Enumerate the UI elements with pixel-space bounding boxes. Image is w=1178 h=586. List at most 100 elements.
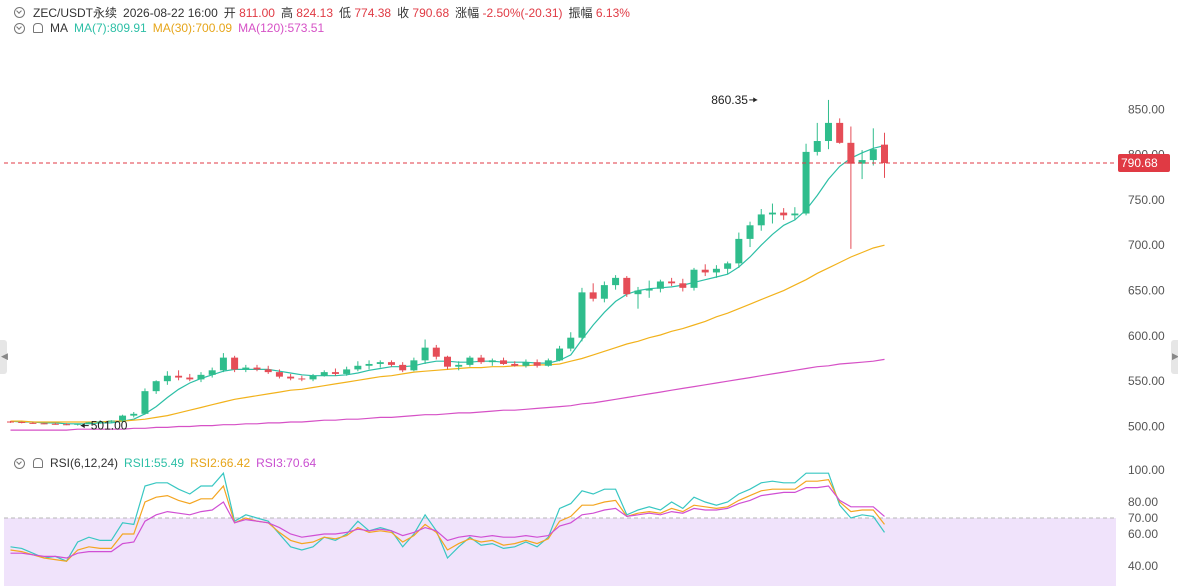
candle-body: [175, 375, 183, 378]
bell-icon[interactable]: [33, 458, 43, 468]
candle-body: [231, 357, 239, 370]
candle: [567, 332, 575, 352]
open-label: 开: [223, 6, 236, 20]
collapse-icon[interactable]: [14, 457, 25, 469]
candle-body: [735, 238, 743, 264]
candle: [96, 420, 104, 424]
collapse-icon[interactable]: [14, 22, 25, 34]
candle-body: [679, 283, 687, 288]
candle: [264, 365, 272, 374]
candle: [152, 380, 160, 394]
candle: [163, 371, 171, 385]
candle-body: [544, 360, 552, 366]
change-value: -2.50%(-20.31): [482, 6, 563, 20]
candle-body: [74, 423, 82, 425]
candle-body: [130, 413, 138, 416]
ma7-line: [10, 145, 885, 425]
candle-body: [724, 263, 732, 269]
candle: [455, 361, 463, 371]
candle-body: [421, 347, 429, 361]
candle: [399, 362, 407, 373]
candle-body: [40, 423, 48, 425]
candle: [623, 276, 631, 297]
candle-body: [141, 391, 149, 414]
candle-body: [791, 213, 799, 216]
scroll-right-handle[interactable]: ▶: [1171, 340, 1178, 374]
candle: [40, 422, 48, 425]
ma-legend-name: MA: [50, 21, 68, 35]
candle: [533, 359, 541, 368]
candle: [7, 421, 14, 423]
candle-body: [511, 363, 519, 366]
candle: [679, 278, 687, 292]
bell-icon[interactable]: [33, 23, 43, 33]
rsi-axis-tick-label: 100.00: [1128, 463, 1165, 477]
candle: [219, 353, 227, 373]
candle-body: [522, 362, 530, 366]
candle-body: [802, 151, 810, 214]
candle: [757, 208, 765, 231]
ma7-legend: MA(7):809.91: [74, 21, 147, 35]
candle: [768, 203, 776, 224]
candle-body: [701, 269, 709, 273]
candle-body: [746, 225, 754, 239]
scroll-left-handle[interactable]: ◀: [0, 340, 8, 374]
price-axis-tick-label: 550.00: [1128, 374, 1165, 388]
low-price-arrowhead: [80, 423, 85, 429]
candle: [824, 99, 832, 150]
candle: [858, 150, 866, 180]
candle: [231, 355, 239, 373]
candle: [63, 423, 71, 426]
candle-body: [768, 212, 776, 215]
candle: [432, 344, 440, 360]
candle-body: [488, 360, 496, 363]
candle-body: [343, 369, 351, 374]
candle-body: [208, 370, 216, 375]
candle-body: [444, 356, 451, 367]
price-axis-tick-label: 500.00: [1128, 420, 1165, 434]
collapse-icon[interactable]: [14, 7, 25, 18]
rsi-axis-tick-label: 70.00: [1128, 511, 1158, 525]
candle: [869, 128, 877, 166]
candle: [791, 207, 799, 220]
candle-body: [275, 372, 283, 377]
high-price-arrowhead: [753, 97, 758, 103]
candle-body: [309, 375, 317, 380]
candle-body: [858, 160, 866, 164]
candle: [836, 118, 844, 144]
candle-body: [589, 292, 597, 299]
candle-body: [869, 149, 877, 161]
low-price-label: 501.00: [91, 419, 128, 433]
candle: [712, 265, 720, 278]
last-price-label: 790.68: [1121, 156, 1158, 170]
candle-body: [533, 362, 541, 366]
ma30-legend: MA(30):700.09: [152, 21, 233, 35]
candle: [600, 281, 608, 303]
candle: [511, 361, 519, 367]
candle: [29, 421, 37, 424]
candle-body: [656, 281, 664, 289]
candle: [18, 421, 26, 424]
candle-body: [119, 415, 127, 421]
candle: [444, 355, 451, 370]
candle: [421, 339, 429, 364]
candle: [746, 221, 754, 248]
candle-body: [690, 269, 698, 288]
rsi1-legend: RSI1:55.49: [124, 456, 185, 470]
candle-body: [881, 144, 888, 164]
candle: [376, 360, 384, 368]
candle-body: [567, 337, 575, 349]
candle-body: [813, 141, 821, 152]
rsi3-legend: RSI3:70.64: [256, 456, 317, 470]
ma120-legend: MA(120):573.51: [238, 21, 325, 35]
amp-label: 振幅: [568, 6, 593, 20]
candle: [287, 373, 295, 381]
candle: [656, 279, 664, 293]
candle-body: [824, 122, 832, 142]
candle: [242, 364, 250, 373]
rsi-axis-tick-label: 40.00: [1128, 559, 1158, 573]
candle-body: [847, 142, 855, 164]
candle-body: [186, 377, 194, 380]
candle-body: [354, 365, 362, 370]
